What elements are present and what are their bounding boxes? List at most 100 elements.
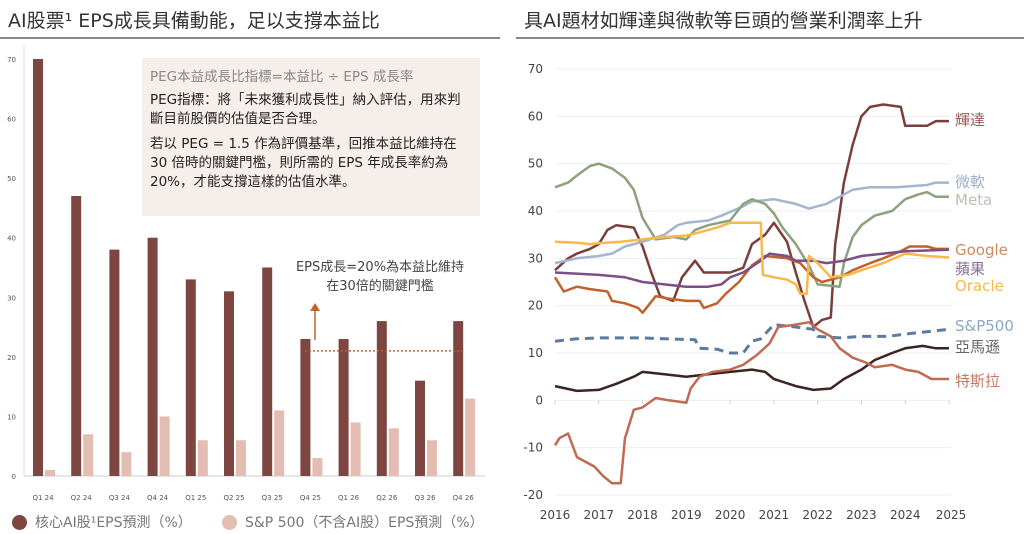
series-label: 微軟 (955, 173, 985, 191)
y-tick-label: -20 (523, 488, 543, 502)
peg-para-1: PEG指標：將「未來獲利成長性」納入評估，用來判斷目前股價的估值是否合理。 (150, 92, 461, 127)
bar-core-ai (147, 237, 158, 476)
y-tick-label: -10 (523, 441, 543, 455)
x-tick-label: 2016 (540, 508, 571, 522)
eps-bar-chart: 0 10 20 30 40 50 60 70 Q1 24 Q2 24 Q3 24 Q4 24 Q1 25… (7, 45, 485, 502)
legend-swatch-sp500 (222, 514, 237, 530)
legend-swatch-core-ai (12, 514, 27, 530)
x-tick-label: Q2 26 (376, 494, 398, 502)
peg-info-box: PEG本益成長比指標=本益比 ÷ EPS 成長率 PEG指標：將「未來獲利成長性… (142, 58, 480, 216)
y-tick-label: 10 (7, 413, 16, 421)
series-label: 蘋果 (955, 260, 985, 278)
peg-heading: PEG本益成長比指標=本益比 ÷ EPS 成長率 (150, 69, 414, 85)
bar-sp500 (274, 410, 285, 476)
series-label: S&P500 (955, 317, 1014, 335)
bar-core-ai (415, 380, 425, 476)
series-line-Google (553, 245, 949, 315)
series-line-Oracle (554, 221, 950, 296)
series-label: Oracle (955, 277, 1004, 295)
x-tick-label: 2017 (584, 508, 615, 522)
series-line-亞馬遜 (554, 344, 949, 393)
x-tick-label: 2021 (759, 508, 790, 522)
y-tick-label: 20 (7, 354, 16, 362)
legend-label-core-ai: 核心AI股¹EPS預測（%） (35, 515, 192, 531)
bar-core-ai (185, 279, 196, 476)
series-line-特斯拉 (553, 320, 949, 485)
x-tick-label: Q3 25 (262, 494, 283, 502)
bar-sp500 (45, 470, 55, 476)
series-line-S&P500 (554, 323, 950, 355)
y-tick-label: 60 (7, 116, 16, 124)
series-label: 特斯拉 (955, 372, 1000, 390)
y-tick-label: 0 (535, 393, 543, 407)
y-tick-label: 40 (7, 235, 16, 243)
y-tick-label: 70 (528, 62, 543, 76)
x-tick-label: Q1 24 (32, 494, 54, 502)
y-tick-label: 20 (528, 299, 543, 313)
bar-sp500 (465, 398, 476, 476)
x-tick-label: Q3 26 (414, 494, 436, 502)
bar-core-ai (376, 321, 387, 476)
bar-sp500 (350, 422, 361, 476)
legend-label-sp500: S&P 500（不含AI股）EPS預測（%） (245, 515, 484, 531)
right-title-rule (516, 37, 1024, 39)
series-label: Google (955, 241, 1008, 259)
threshold-annotation: EPS成長=20%為本益比維持在30倍的關鍵門檻 (290, 258, 470, 296)
x-tick-label: 2018 (627, 508, 658, 522)
series-line-Meta (554, 162, 949, 288)
right-chart-title: 具AI題材如輝達與微軟等巨頭的營業利潤率上升 (524, 10, 923, 32)
bar-sp500 (427, 440, 437, 476)
x-tick-label: Q1 26 (338, 494, 360, 502)
x-tick-label: Q4 24 (147, 494, 169, 502)
bar-sp500 (159, 416, 170, 476)
left-chart-title: AI股票¹ EPS成長具備動能，足以支撐本益比 (8, 10, 380, 32)
series-line-輝達 (554, 103, 949, 329)
legend-core-ai: 核心AI股¹EPS預測（%） (12, 512, 192, 532)
y-tick-label: 40 (528, 204, 543, 218)
x-tick-label: Q2 24 (71, 494, 93, 502)
series-label: 亞馬遜 (955, 338, 1000, 356)
bar-core-ai (338, 338, 349, 476)
left-title-rule (0, 37, 500, 39)
x-tick-label: 2024 (890, 508, 921, 522)
bar-core-ai (109, 249, 120, 476)
bar-core-ai (453, 321, 464, 476)
x-tick-label: 2025 (936, 508, 967, 522)
series-label: 輝達 (955, 111, 985, 129)
bar-sp500 (236, 440, 246, 476)
series-line-蘋果 (554, 248, 950, 288)
x-tick-label: 2020 (715, 508, 746, 522)
bar-core-ai (224, 291, 234, 476)
y-tick-label: 30 (528, 251, 543, 265)
x-tick-label: Q3 24 (109, 494, 131, 502)
peg-para-2: 若以 PEG = 1.5 作為評價基準，回推本益比維持在 30 倍時的關鍵門檻，… (150, 136, 457, 190)
legend-sp500: S&P 500（不含AI股）EPS預測（%） (222, 512, 484, 532)
bar-sp500 (121, 452, 132, 476)
x-tick-label: Q2 25 (223, 494, 244, 502)
bar-sp500 (312, 458, 323, 476)
y-tick-label: 60 (528, 109, 543, 123)
series-label: Meta (955, 191, 992, 209)
y-tick-label: 70 (7, 56, 16, 64)
bar-sp500 (388, 428, 399, 476)
y-tick-label: 0 (12, 473, 16, 481)
x-tick-label: Q4 25 (300, 494, 321, 502)
x-tick-label: Q4 26 (453, 494, 475, 502)
x-tick-label: 2019 (671, 508, 702, 522)
x-tick-label: 2022 (802, 508, 833, 522)
bar-sp500 (197, 440, 208, 476)
y-tick-label: 50 (7, 175, 16, 183)
bar-core-ai (262, 267, 273, 476)
y-tick-label: 10 (528, 346, 543, 360)
y-tick-label: 50 (528, 157, 543, 171)
bar-core-ai (71, 196, 82, 476)
arrow-up-icon (310, 303, 320, 311)
x-tick-label: 2023 (846, 508, 877, 522)
bar-sp500 (83, 434, 94, 476)
bar-core-ai (33, 59, 43, 476)
series-line-微軟 (554, 181, 949, 265)
y-tick-label: 30 (7, 294, 16, 302)
bar-core-ai (300, 338, 311, 476)
x-tick-label: Q1 25 (185, 494, 206, 502)
